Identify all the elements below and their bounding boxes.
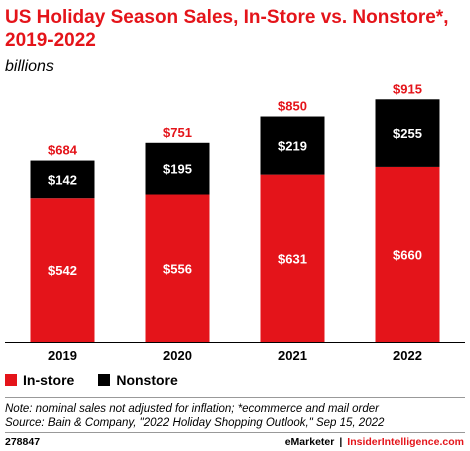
total-label-2021: $850 bbox=[278, 99, 307, 114]
legend-swatch-in-store bbox=[5, 374, 17, 386]
x-tick-label-2019: 2019 bbox=[48, 348, 77, 363]
bar-label-in-store-2022: $660 bbox=[393, 247, 422, 262]
total-label-2022: $915 bbox=[393, 81, 422, 96]
bar-label-nonstore-2019: $142 bbox=[48, 172, 77, 187]
stacked-bar-chart: $542 $142 $684 2019 $556 $195 $751 2020 $631 $219… bbox=[5, 81, 465, 363]
total-label-2019: $684 bbox=[48, 143, 78, 158]
bar-in-store-2022 bbox=[375, 166, 440, 342]
source-text: Source: Bain & Company, "2022 Holiday Sh… bbox=[5, 417, 385, 429]
legend-swatch-nonstore bbox=[98, 374, 111, 386]
bar-label-nonstore-2021: $219 bbox=[278, 139, 307, 154]
footnote: Note: nominal sales not adjusted for inf… bbox=[5, 402, 384, 430]
brand-name: eMarketer bbox=[284, 436, 335, 448]
note-text: Note: nominal sales not adjusted for inf… bbox=[5, 403, 379, 415]
bar-in-store-2021 bbox=[260, 174, 325, 342]
bar-label-nonstore-2020: $195 bbox=[163, 162, 192, 177]
chart-subtitle: billions bbox=[5, 58, 54, 75]
chart-id: 278847 bbox=[5, 436, 41, 448]
bar-in-store-2019 bbox=[30, 198, 95, 342]
divider-bottom bbox=[5, 432, 465, 433]
legend-label-in-store: In-store bbox=[23, 372, 75, 388]
legend-item-nonstore: Nonstore bbox=[98, 372, 178, 388]
brand-link[interactable]: InsiderIntelligence.com bbox=[347, 436, 464, 448]
bar-nonstore-2019 bbox=[30, 160, 95, 199]
bar-label-in-store-2020: $556 bbox=[163, 261, 192, 276]
bar-nonstore-2021 bbox=[260, 116, 325, 175]
total-label-2020: $751 bbox=[163, 125, 192, 140]
bar-label-in-store-2021: $631 bbox=[278, 251, 307, 266]
bar-in-store-2020 bbox=[145, 194, 210, 342]
bar-nonstore-2020 bbox=[145, 142, 210, 195]
bar-label-nonstore-2022: $255 bbox=[393, 126, 422, 141]
x-tick-label-2022: 2022 bbox=[393, 348, 422, 363]
bar-label-in-store-2019: $542 bbox=[48, 263, 77, 278]
x-tick-label-2021: 2021 bbox=[278, 348, 307, 363]
legend-item-in-store: In-store bbox=[5, 372, 74, 388]
x-tick-label-2020: 2020 bbox=[163, 348, 192, 363]
brand-footer: eMarketer | InsiderIntelligence.com bbox=[285, 436, 464, 448]
legend-label-nonstore: Nonstore bbox=[116, 372, 178, 388]
brand-separator: | bbox=[339, 436, 343, 448]
chart-title: US Holiday Season Sales, In-Store vs. No… bbox=[5, 7, 449, 51]
divider-top bbox=[5, 397, 465, 398]
legend: In-store Nonstore bbox=[5, 372, 202, 388]
bar-nonstore-2022 bbox=[375, 99, 440, 167]
